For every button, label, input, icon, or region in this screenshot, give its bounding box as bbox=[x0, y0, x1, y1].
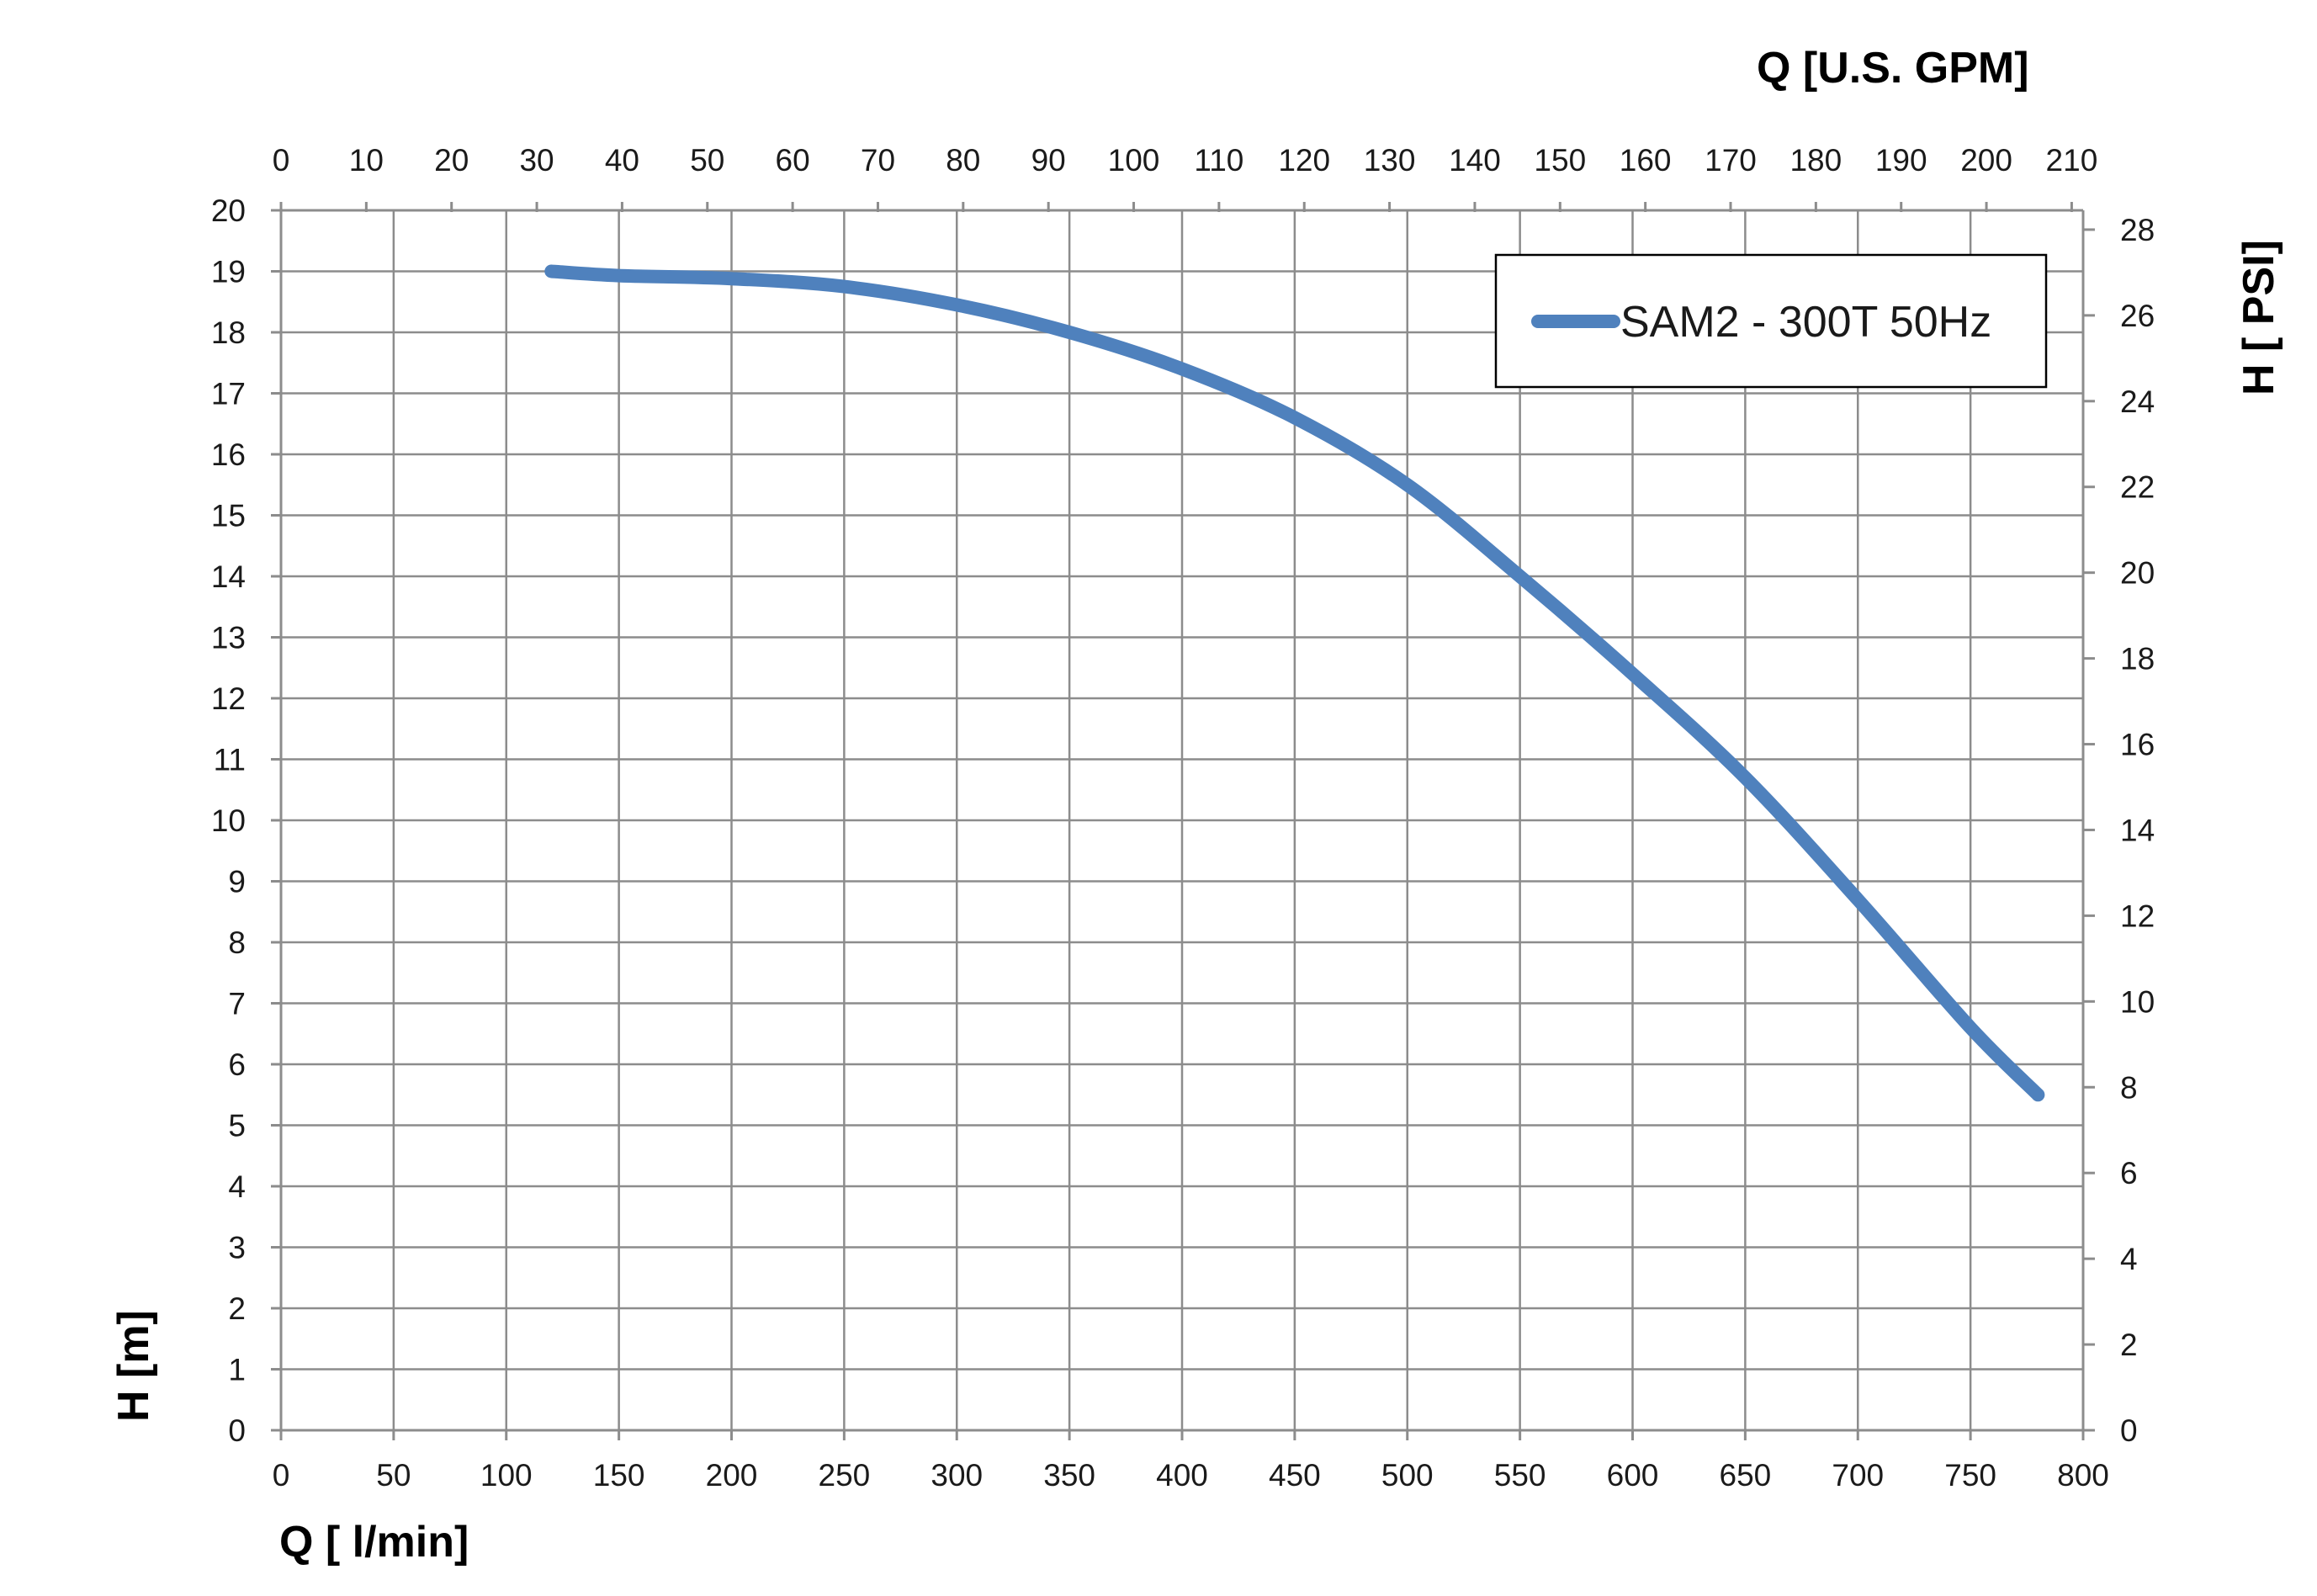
x2-tick-label: 110 bbox=[1194, 143, 1243, 178]
x-tick-label: 500 bbox=[1381, 1458, 1434, 1493]
x-tick-label: 800 bbox=[2057, 1458, 2109, 1493]
x2-tick-label: 60 bbox=[776, 143, 810, 178]
y-tick-label: 8 bbox=[228, 925, 246, 960]
y2-tick-label: 18 bbox=[2120, 642, 2155, 676]
y-tick-label: 4 bbox=[228, 1169, 246, 1204]
x-axis-title: Q [ l/min] bbox=[279, 1518, 469, 1567]
x2-axis-title: Q [U.S. GPM] bbox=[1757, 44, 2029, 93]
y2-tick-label: 26 bbox=[2120, 299, 2155, 333]
x2-tick-label: 90 bbox=[1031, 143, 1066, 178]
x-tick-label: 400 bbox=[1156, 1458, 1208, 1493]
x2-tick-label: 10 bbox=[349, 143, 384, 178]
y-tick-label: 5 bbox=[228, 1109, 246, 1143]
y2-tick-label: 0 bbox=[2120, 1413, 2138, 1448]
x-tick-label: 650 bbox=[1720, 1458, 1772, 1493]
y2-tick-label: 4 bbox=[2120, 1242, 2138, 1276]
x-tick-label: 700 bbox=[1832, 1458, 1884, 1493]
x2-tick-label: 160 bbox=[1620, 143, 1672, 178]
y-tick-label: 0 bbox=[228, 1413, 246, 1448]
y2-tick-label: 12 bbox=[2120, 899, 2155, 933]
x-tick-label: 300 bbox=[931, 1458, 983, 1493]
y2-tick-label: 24 bbox=[2120, 384, 2155, 419]
y-tick-label: 19 bbox=[211, 255, 246, 289]
x-tick-label: 550 bbox=[1494, 1458, 1546, 1493]
axes: 0 50 100 150 200 250 300 350 400 450 500 550 600 650 7… bbox=[211, 143, 2155, 1493]
grid bbox=[279, 209, 2085, 1432]
x-tick-label: 50 bbox=[376, 1458, 411, 1493]
y-tick-label: 13 bbox=[211, 621, 246, 655]
y-tick-label: 2 bbox=[228, 1291, 246, 1326]
x2-tick-label: 30 bbox=[519, 143, 554, 178]
y-tick-label: 1 bbox=[228, 1353, 246, 1387]
y-tick-label: 3 bbox=[228, 1231, 246, 1265]
x-tick-label: 750 bbox=[1944, 1458, 1996, 1493]
y-tick-label: 6 bbox=[228, 1047, 246, 1082]
x2-tick-label: 130 bbox=[1364, 143, 1416, 178]
y-tick-label: 14 bbox=[211, 559, 246, 594]
y-tick-label: 10 bbox=[211, 803, 246, 838]
y2-tick-label: 8 bbox=[2120, 1070, 2138, 1105]
x-tick-label: 150 bbox=[593, 1458, 645, 1493]
x2-tick-label: 200 bbox=[1960, 143, 2012, 178]
y-tick-label: 16 bbox=[211, 437, 246, 472]
x2-tick-label: 210 bbox=[2046, 143, 2098, 178]
y-tick-label: 15 bbox=[211, 499, 246, 533]
x2-tick-label: 190 bbox=[1875, 143, 1927, 178]
y2-tick-label: 22 bbox=[2120, 470, 2155, 505]
y2-tick-label: 28 bbox=[2120, 213, 2155, 247]
y-tick-label: 12 bbox=[211, 681, 246, 716]
x-tick-label: 250 bbox=[819, 1458, 871, 1493]
x-tick-label: 0 bbox=[273, 1458, 290, 1493]
x2-tick-label: 120 bbox=[1278, 143, 1330, 178]
y2-axis-title: H [ PSI] bbox=[2235, 240, 2283, 395]
x2-tick-label: 150 bbox=[1534, 143, 1586, 178]
y-tick-label: 20 bbox=[211, 194, 246, 228]
x2-tick-label: 50 bbox=[690, 143, 724, 178]
x2-tick-label: 170 bbox=[1705, 143, 1757, 178]
x-tick-label: 200 bbox=[706, 1458, 758, 1493]
legend-label: SAM2 - 300T 50Hz bbox=[1620, 298, 1991, 347]
x2-tick-label: 180 bbox=[1789, 143, 1842, 178]
x2-tick-label: 40 bbox=[605, 143, 639, 178]
legend: SAM2 - 300T 50Hz bbox=[1494, 253, 2048, 389]
x-tick-label: 450 bbox=[1269, 1458, 1321, 1493]
x2-tick-label: 140 bbox=[1449, 143, 1501, 178]
series-layer bbox=[544, 264, 2045, 1102]
y2-tick-label: 2 bbox=[2120, 1328, 2138, 1362]
y-tick-label: 18 bbox=[211, 315, 246, 350]
x-tick-label: 100 bbox=[480, 1458, 533, 1493]
x2-tick-label: 100 bbox=[1108, 143, 1160, 178]
y-axis-title: H [m] bbox=[109, 1310, 158, 1422]
x-tick-label: 350 bbox=[1043, 1458, 1095, 1493]
y-tick-label: 11 bbox=[214, 743, 246, 777]
x2-tick-label: 80 bbox=[946, 143, 980, 178]
y2-tick-label: 10 bbox=[2120, 984, 2155, 1019]
y-tick-label: 17 bbox=[211, 377, 246, 411]
y-tick-label: 9 bbox=[228, 865, 246, 899]
y2-tick-label: 16 bbox=[2120, 728, 2155, 762]
x-tick-label: 600 bbox=[1607, 1458, 1659, 1493]
series-line bbox=[544, 264, 2045, 1102]
y-tick-label: 7 bbox=[228, 987, 246, 1021]
y2-tick-label: 14 bbox=[2120, 813, 2155, 847]
y2-tick-label: 6 bbox=[2120, 1156, 2138, 1190]
x2-tick-label: 0 bbox=[273, 143, 290, 178]
y2-tick-label: 20 bbox=[2120, 556, 2155, 591]
x2-tick-label: 20 bbox=[434, 143, 469, 178]
x2-tick-label: 70 bbox=[861, 143, 895, 178]
